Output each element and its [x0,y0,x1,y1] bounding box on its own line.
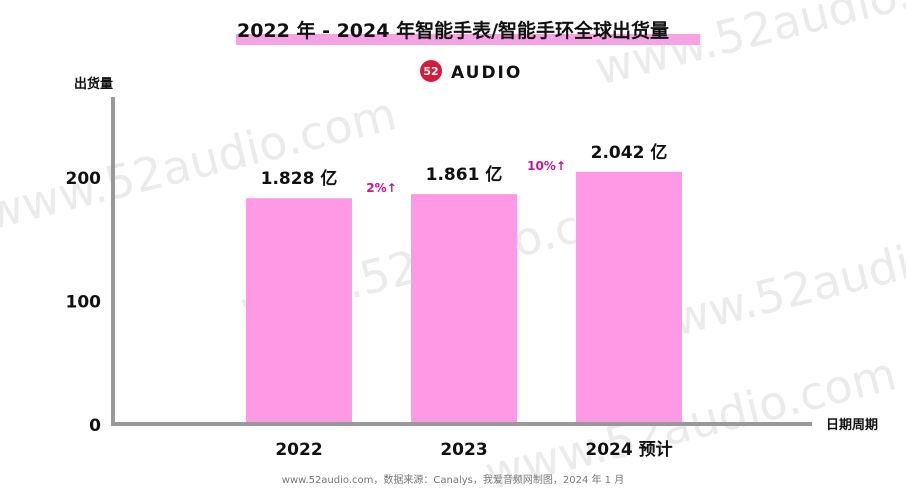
x-tick-label: 2024 预计 [585,439,672,460]
plot-area: 0 100 200 1.828 亿 2022 1.861 亿 2023 2.042 亿 2024… [66,97,812,460]
x-tick-label: 2023 [440,440,487,460]
title-highlight [236,34,700,45]
bar-value-label: 1.861 亿 [426,164,503,185]
brand-logo-mark: 52 [423,65,438,78]
source-note: www.52audio.com，数据来源：Canalys，我爱音频网制图，202… [282,473,624,486]
chart-title: 2022 年 - 2024 年智能手表/智能手环全球出货量 [237,19,669,42]
brand-name: AUDIO [451,63,522,83]
x-tick-label: 2022 [275,440,322,460]
growth-annotation: 2%↑ [366,181,396,195]
y-axis-label: 出货量 [74,76,113,92]
bar-value-label: 2.042 亿 [591,142,668,163]
bar [246,198,352,422]
x-axis-label: 日期周期 [826,418,878,433]
bar [411,194,517,422]
growth-annotation: 10%↑ [527,159,566,173]
y-tick-label: 0 [89,416,101,436]
bar-value-label: 1.828 亿 [261,168,338,189]
y-tick-label: 100 [66,292,102,312]
watermark: www.52audio.com [590,0,906,96]
bar [576,171,682,422]
brand-logo-mark-icon [420,60,442,82]
brand-logo: 52 AUDIO [420,60,522,83]
y-tick-label: 200 [66,169,102,189]
